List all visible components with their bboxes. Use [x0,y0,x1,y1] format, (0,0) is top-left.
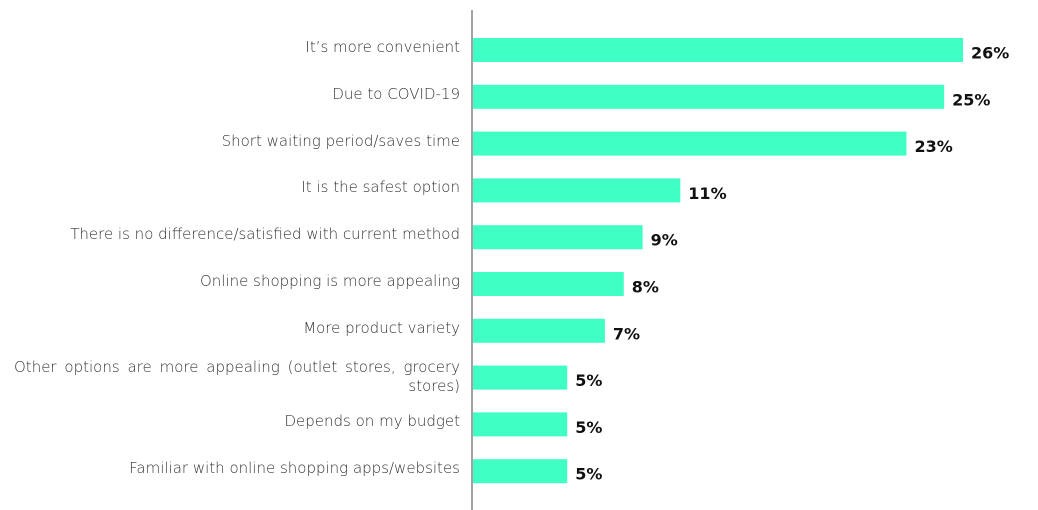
value-label: 7% [613,324,640,343]
bar [473,225,643,250]
category-label: It’s more convenient [305,38,460,56]
bar [473,178,681,203]
bar [473,84,945,109]
bar [473,272,624,296]
category-label: Due to COVID-19 [332,84,460,103]
bar [473,365,568,390]
value-label: 5% [575,371,602,390]
value-label: 23% [914,137,952,156]
bar [473,318,605,343]
category-label: Short waiting period/saves time [221,131,460,150]
category-label: Depends on my budget [284,412,460,431]
value-label: 9% [651,231,678,250]
bar [473,38,963,62]
bar [473,131,907,156]
value-label: 5% [575,465,602,484]
category-label: Online shopping is more appealing [199,272,460,290]
value-label: 25% [952,90,990,109]
bar [473,412,568,437]
category-label: Other options are more appealing (outlet… [14,357,460,395]
value-label: 5% [575,418,602,437]
category-label: Familiar with online shopping apps/websi… [129,459,460,478]
category-label: More product variety [303,318,460,337]
category-label: There is no difference/satisfied with cu… [70,225,460,244]
value-label: 26% [971,44,1009,63]
value-label: 8% [632,278,659,297]
category-label: It is the safest option [301,178,460,197]
value-label: 11% [688,184,726,203]
bar [473,459,568,484]
